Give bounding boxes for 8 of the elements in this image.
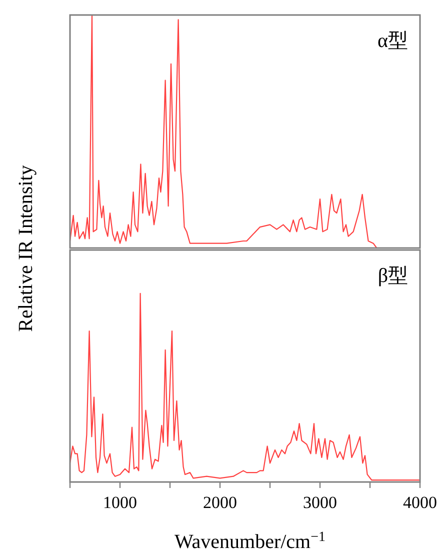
x-axis-title: Wavenumber/cm$^{−1}$ xyxy=(174,530,326,553)
x-tick-label: 2000 xyxy=(203,493,237,512)
x-tick-label: 3000 xyxy=(303,493,337,512)
chart-title: β型 xyxy=(378,265,408,287)
x-tick-label: 4000 xyxy=(403,493,437,512)
y-axis-title: Relative IR Intensity xyxy=(15,165,37,332)
text: α型 xyxy=(378,30,408,52)
x-tick-label: 1000 xyxy=(103,493,137,512)
